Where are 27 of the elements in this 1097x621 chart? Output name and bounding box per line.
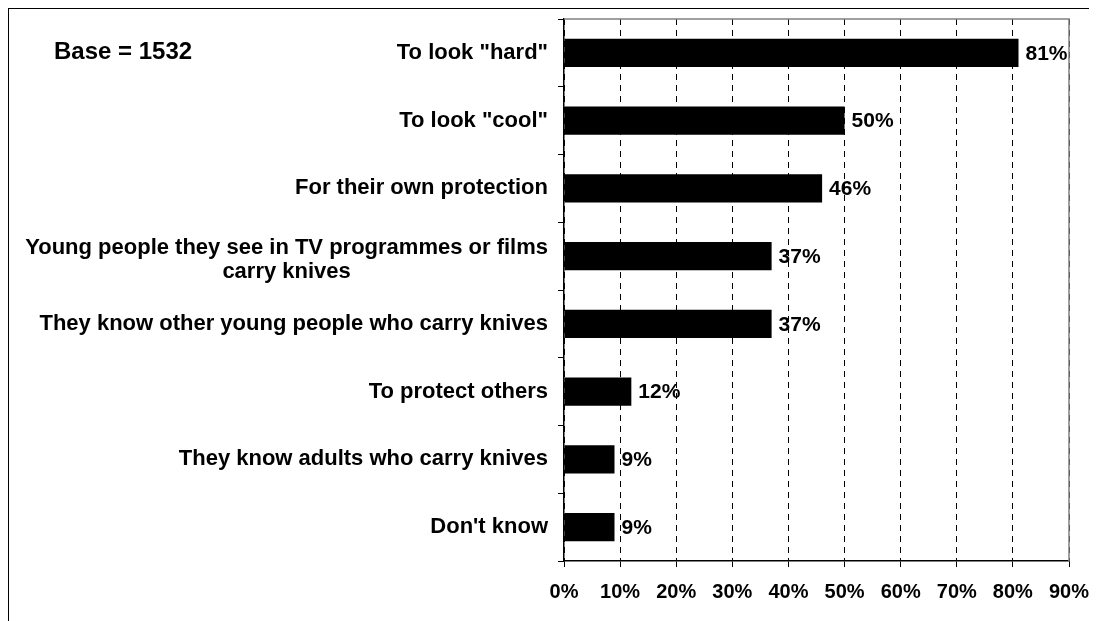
y-tick-label: To protect others bbox=[368, 377, 548, 403]
y-tick-label: They know other young people who carry knives bbox=[39, 309, 548, 335]
x-tick-label: 50% bbox=[824, 579, 865, 602]
data-label: 50% bbox=[851, 108, 894, 132]
y-tick-label: To look "cool" bbox=[399, 106, 548, 132]
x-tick-label: 60% bbox=[880, 579, 921, 602]
y-tick-label: Don't know bbox=[430, 513, 549, 539]
x-tick-label: 0% bbox=[549, 579, 579, 602]
data-label: 9% bbox=[621, 447, 653, 471]
y-tick-label: For their own protection bbox=[295, 174, 549, 200]
x-tick-label: 80% bbox=[992, 579, 1034, 602]
data-label: 9% bbox=[621, 514, 653, 538]
x-tick-label: 30% bbox=[712, 579, 753, 602]
x-tick-label: 20% bbox=[656, 579, 697, 602]
data-label: 46% bbox=[829, 176, 872, 200]
data-label: 37% bbox=[778, 311, 821, 335]
x-tick-label: 70% bbox=[936, 579, 978, 602]
x-tick-label: 40% bbox=[768, 579, 809, 602]
y-tick-label: To look "hard" bbox=[396, 38, 548, 64]
data-label: 12% bbox=[638, 379, 681, 403]
text: Base = 1532 bbox=[54, 36, 193, 64]
x-tick-label: 90% bbox=[1048, 579, 1090, 602]
data-label: 81% bbox=[1025, 40, 1068, 64]
y-tick-label: Young people they see in TV programmes or films carry knives bbox=[25, 234, 548, 284]
y-tick-label: They know adults who carry knives bbox=[178, 445, 548, 471]
x-tick-label: 10% bbox=[600, 579, 641, 602]
data-label: 37% bbox=[778, 243, 821, 267]
